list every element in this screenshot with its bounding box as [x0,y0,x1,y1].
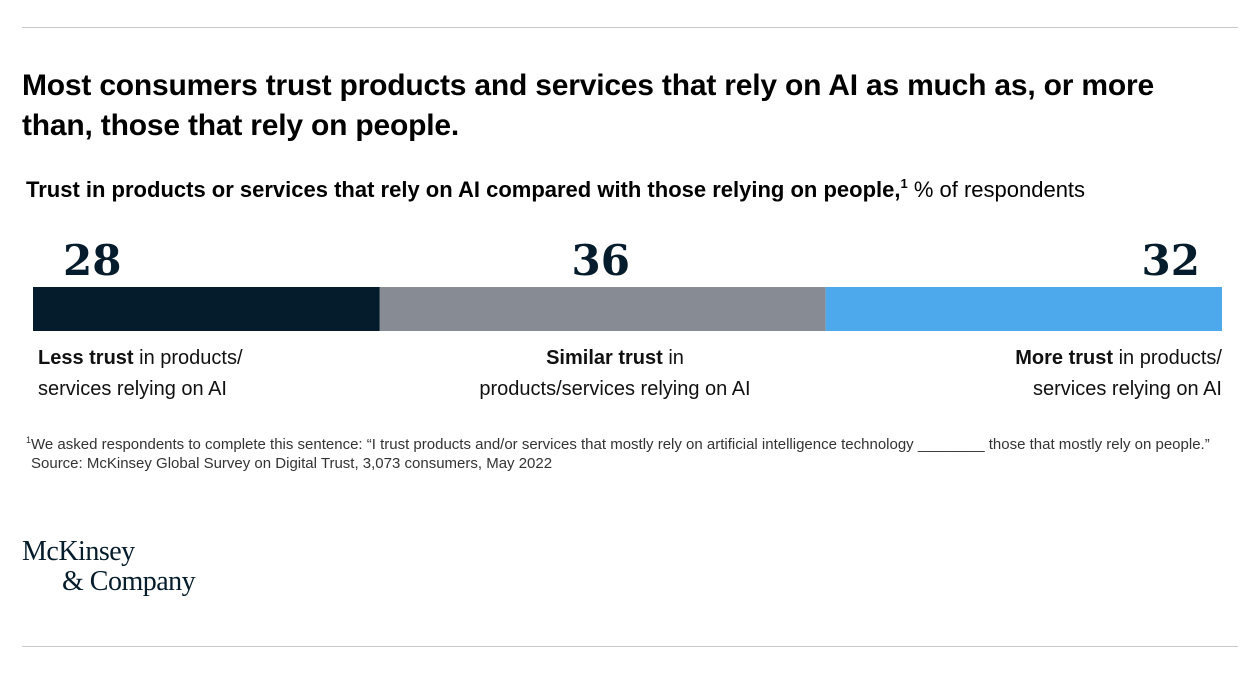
mckinsey-logo: McKinsey & Company [22,536,196,597]
category-label-less-trust: Less trust in products/services relying … [38,343,243,405]
category-label-more-trust-line2: services relying on AI [1033,378,1222,400]
source-note: Source: McKinsey Global Survey on Digita… [31,455,553,472]
category-label-more-trust-rest: in products/ [1113,347,1222,369]
subtitle-footnote-mark: 1 [900,176,908,191]
chart-subtitle: Trust in products or services that rely … [26,175,1241,205]
footnote-text: We asked respondents to complete this se… [31,436,1210,453]
category-label-more-trust-bold: More trust [1015,347,1114,369]
bar-segment-similar-trust [379,287,826,331]
value-label-less-trust: 28 [63,236,121,285]
chart-title: Most consumers trust products and servic… [22,69,1154,142]
category-label-less-trust-line2: services relying on AI [38,378,227,400]
category-label-less-trust-rest: in products/ [133,347,243,369]
bottom-divider [22,646,1238,647]
subtitle-unit: % of respondents [907,177,1086,202]
category-label-less-trust-bold: Less trust [38,347,134,369]
footnote-mark: 1 [26,435,32,445]
value-label-similar-trust: 36 [572,236,630,285]
chart-notes: 1We asked respondents to complete this s… [26,435,1216,473]
value-label-more-trust: 32 [1142,236,1200,285]
category-label-more-trust: More trust in products/services relying … [900,343,1222,405]
category-label-similar-trust: Similar trust in products/services relyin… [440,343,790,405]
category-label-similar-trust-bold: Similar trust [546,347,663,369]
category-label-similar-trust-rest: in [662,347,684,369]
category-label-similar-trust-line2: products/services relying on AI [479,378,751,400]
subtitle-bold: Trust in products or services that rely … [26,177,901,202]
logo-line-2: & Company [62,566,196,597]
logo-line-1: McKinsey [22,536,135,567]
footnote: 1We asked respondents to complete this s… [26,435,1216,454]
bar-segment-less-trust [33,287,380,331]
top-divider [22,27,1238,28]
bar-segment-more-trust [825,287,1222,331]
stacked-bar-chart: 28 36 32 [33,236,1222,331]
